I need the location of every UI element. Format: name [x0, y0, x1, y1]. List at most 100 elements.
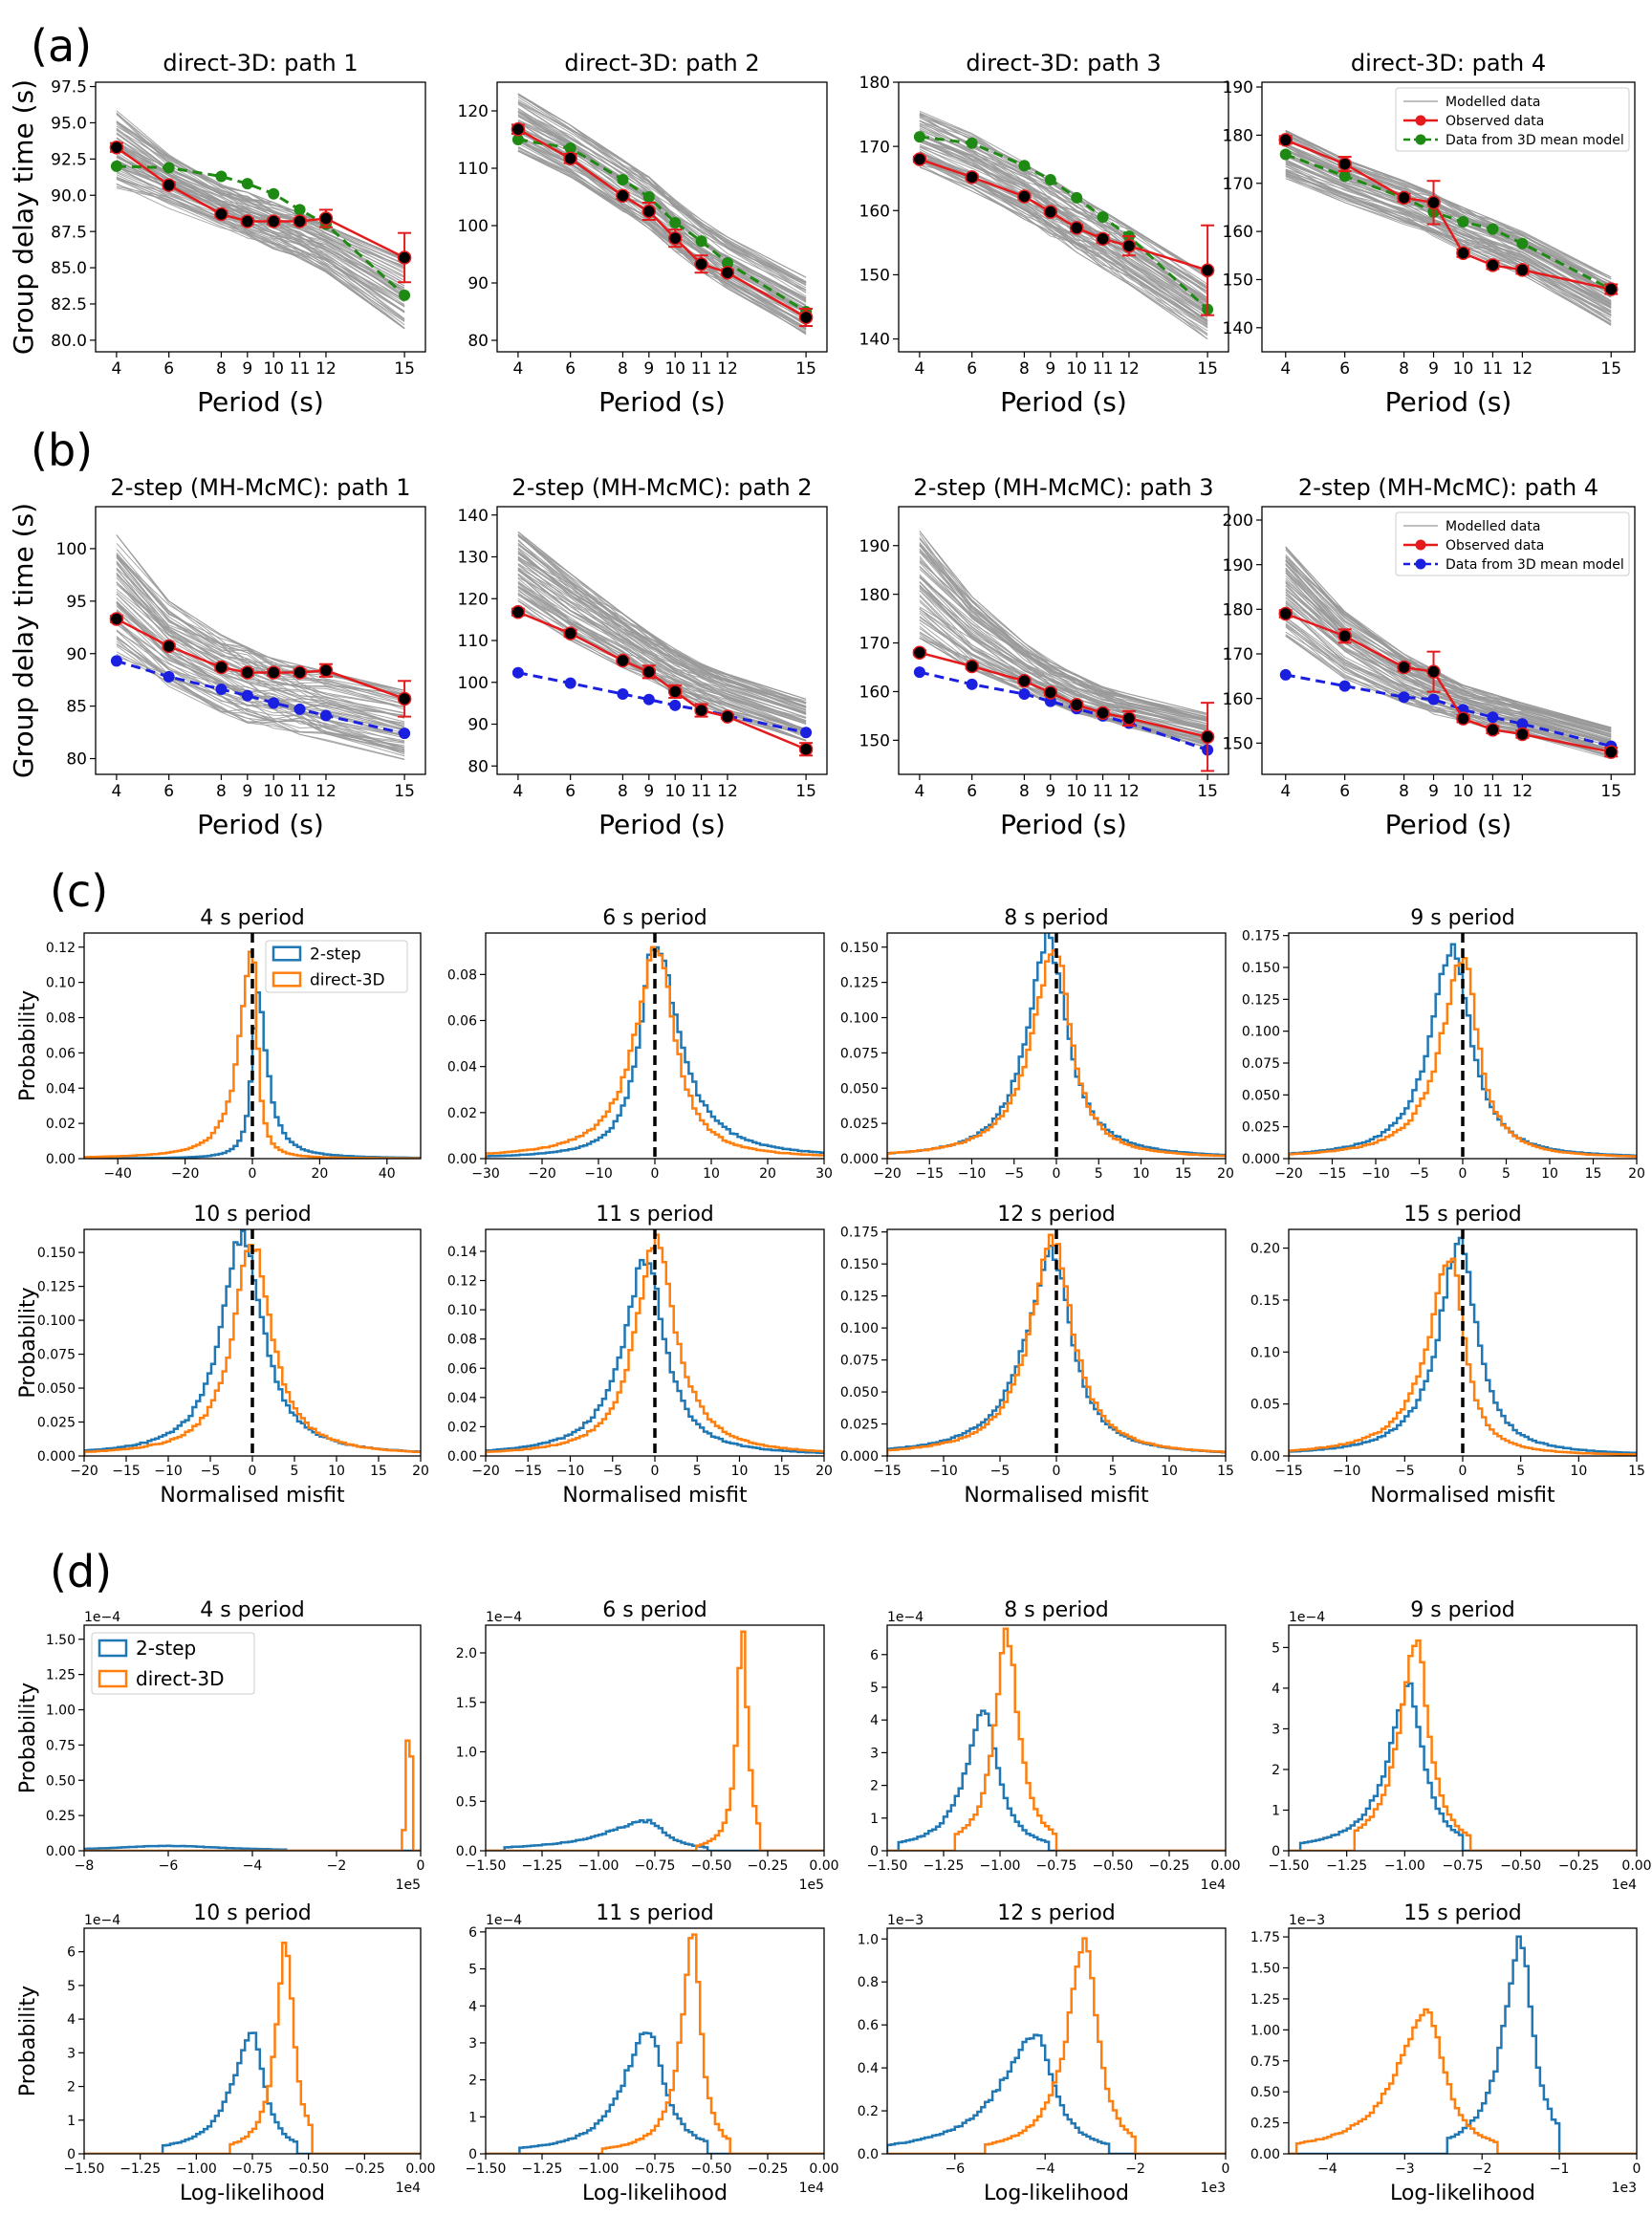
- legend-label: direct-3D: [310, 971, 385, 990]
- chart-title: 15 s period: [1403, 1203, 1522, 1227]
- x-tick-label: 11: [1483, 782, 1504, 801]
- observed-point: [1486, 723, 1500, 737]
- modelled-curve: [919, 120, 1208, 275]
- axes-frame: [898, 506, 1229, 775]
- modelled-curve: [517, 544, 807, 713]
- x-tick-label: −5: [1004, 1166, 1024, 1182]
- modelled-curve: [116, 178, 405, 330]
- y-tick-label: 0.25: [46, 1809, 76, 1824]
- y-tick-label: 160: [859, 202, 890, 221]
- y-offset-label: 1e−4: [84, 1610, 120, 1625]
- modelled-curve: [919, 575, 1208, 720]
- mean-model-point: [1427, 693, 1440, 706]
- x-tick-label: 11: [290, 359, 311, 379]
- y-tick-label: 90.0: [51, 186, 87, 206]
- x-tick-label: −20: [471, 1464, 500, 1479]
- x-tick-label: 20: [759, 1166, 776, 1182]
- modelled-curve: [116, 147, 405, 289]
- y-offset-label: 1e−3: [1289, 1913, 1325, 1928]
- x-tick-label: 0: [1053, 1464, 1061, 1479]
- modelled-curve: [1285, 617, 1612, 757]
- x-tick-label: 15: [795, 359, 816, 379]
- x-axis-label: Period (s): [1385, 809, 1512, 840]
- x-tick-label: 6: [565, 359, 576, 379]
- x-tick-label: −4: [1317, 2161, 1337, 2177]
- x-tick-label: −15: [1318, 1166, 1347, 1182]
- x-tick-label: 8: [618, 359, 628, 379]
- x-axis-label: Period (s): [197, 809, 324, 840]
- x-tick-label: 0.00: [1621, 1858, 1651, 1874]
- legend-label: Data from 3D mean model: [1446, 557, 1624, 573]
- modelled-curve: [1285, 149, 1612, 284]
- modelled-curve: [517, 567, 807, 714]
- y-tick-label: 0.150: [37, 1246, 76, 1261]
- y-tick-label: 90: [467, 716, 489, 735]
- x-tick-label: 0: [417, 1858, 425, 1874]
- mean-model-point: [966, 678, 978, 690]
- mean-model-point: [268, 697, 280, 709]
- x-tick-label: 12: [1512, 359, 1533, 379]
- y-tick-label: 0.04: [447, 1060, 477, 1075]
- x-tick-label: −15: [513, 1464, 542, 1479]
- x-axis-label: Log-likelihood: [1390, 2182, 1535, 2205]
- x-tick-label: 6: [967, 782, 977, 801]
- hist-direct-3d: [486, 945, 824, 1159]
- mean-model-point: [1516, 237, 1529, 250]
- plot-area: [1278, 129, 1619, 326]
- y-tick-label: 0.0: [858, 2147, 879, 2162]
- modelled-curve: [1285, 132, 1612, 280]
- x-tick-label: −10: [1361, 1166, 1390, 1182]
- y-tick-label: 0.00: [46, 1844, 76, 1859]
- hist-two-step: [486, 1818, 824, 1851]
- y-tick-label: 0: [468, 2147, 477, 2162]
- observed-point: [1515, 263, 1530, 277]
- legend-label: Observed data: [1446, 538, 1544, 554]
- x-tick-label: −10: [958, 1166, 987, 1182]
- y-tick-label: 0.00: [1250, 2147, 1280, 2162]
- legend-label: direct-3D: [136, 1667, 225, 1690]
- plot-area: [1289, 1229, 1637, 1456]
- y-tick-label: 1.75: [1250, 1930, 1280, 1945]
- modelled-curve: [517, 129, 807, 299]
- x-axis-label: Period (s): [197, 386, 324, 418]
- x-axis-label: Log-likelihood: [582, 2182, 728, 2205]
- hist-two-step: [887, 1709, 1226, 1851]
- x-tick-label: 8: [1399, 782, 1409, 801]
- plot-area: [84, 1739, 421, 1851]
- legend-label: 2-step: [310, 945, 361, 965]
- x-tick-label: 11: [290, 782, 311, 801]
- modelled-curve: [517, 580, 807, 733]
- x-tick-label: 0: [249, 1166, 257, 1182]
- observed-line: [517, 611, 807, 750]
- x-tick-label: 9: [1428, 359, 1439, 379]
- modelled-curve: [116, 629, 405, 749]
- x-tick-label: −1.25: [522, 2161, 563, 2177]
- chart-d-2-row2: −1.50 −1.25 −1.00 −0.75 −0.50 −0.25 0.00 0 1 2 3 4 5…: [466, 1901, 839, 2205]
- x-tick-label: 10: [1541, 1166, 1558, 1182]
- modelled-curve: [517, 96, 807, 278]
- y-tick-label: 4: [468, 1999, 477, 2014]
- chart-title: direct-3D: path 1: [163, 50, 358, 76]
- y-tick-label: 2: [67, 2080, 76, 2096]
- y-tick-label: 160: [859, 684, 890, 703]
- x-tick-label: −6: [159, 1858, 179, 1874]
- modelled-curve: [116, 581, 405, 728]
- y-tick-label: 180: [1223, 127, 1253, 146]
- y-tick-label: 0.000: [840, 1449, 879, 1465]
- y-tick-label: 0.050: [1242, 1088, 1280, 1103]
- modelled-curve: [1285, 163, 1612, 316]
- mean-model-point: [1071, 191, 1083, 204]
- modelled-curve: [116, 159, 405, 307]
- mean-model-point: [241, 178, 253, 190]
- y-tick-label: 0.150: [1242, 961, 1280, 976]
- y-tick-label: 0.075: [37, 1348, 76, 1363]
- x-tick-label: 0: [1459, 1166, 1467, 1182]
- y-tick-label: 0.100: [1242, 1025, 1280, 1040]
- mean-model-line: [919, 670, 1208, 751]
- y-tick-label: 6: [468, 1925, 477, 1941]
- y-tick-label: 4: [870, 1713, 879, 1728]
- y-tick-label: 0.12: [447, 1274, 477, 1290]
- x-tick-label: −1.50: [1269, 1858, 1310, 1874]
- x-tick-label: −1.25: [924, 1858, 965, 1874]
- x-tick-label: −10: [584, 1166, 613, 1182]
